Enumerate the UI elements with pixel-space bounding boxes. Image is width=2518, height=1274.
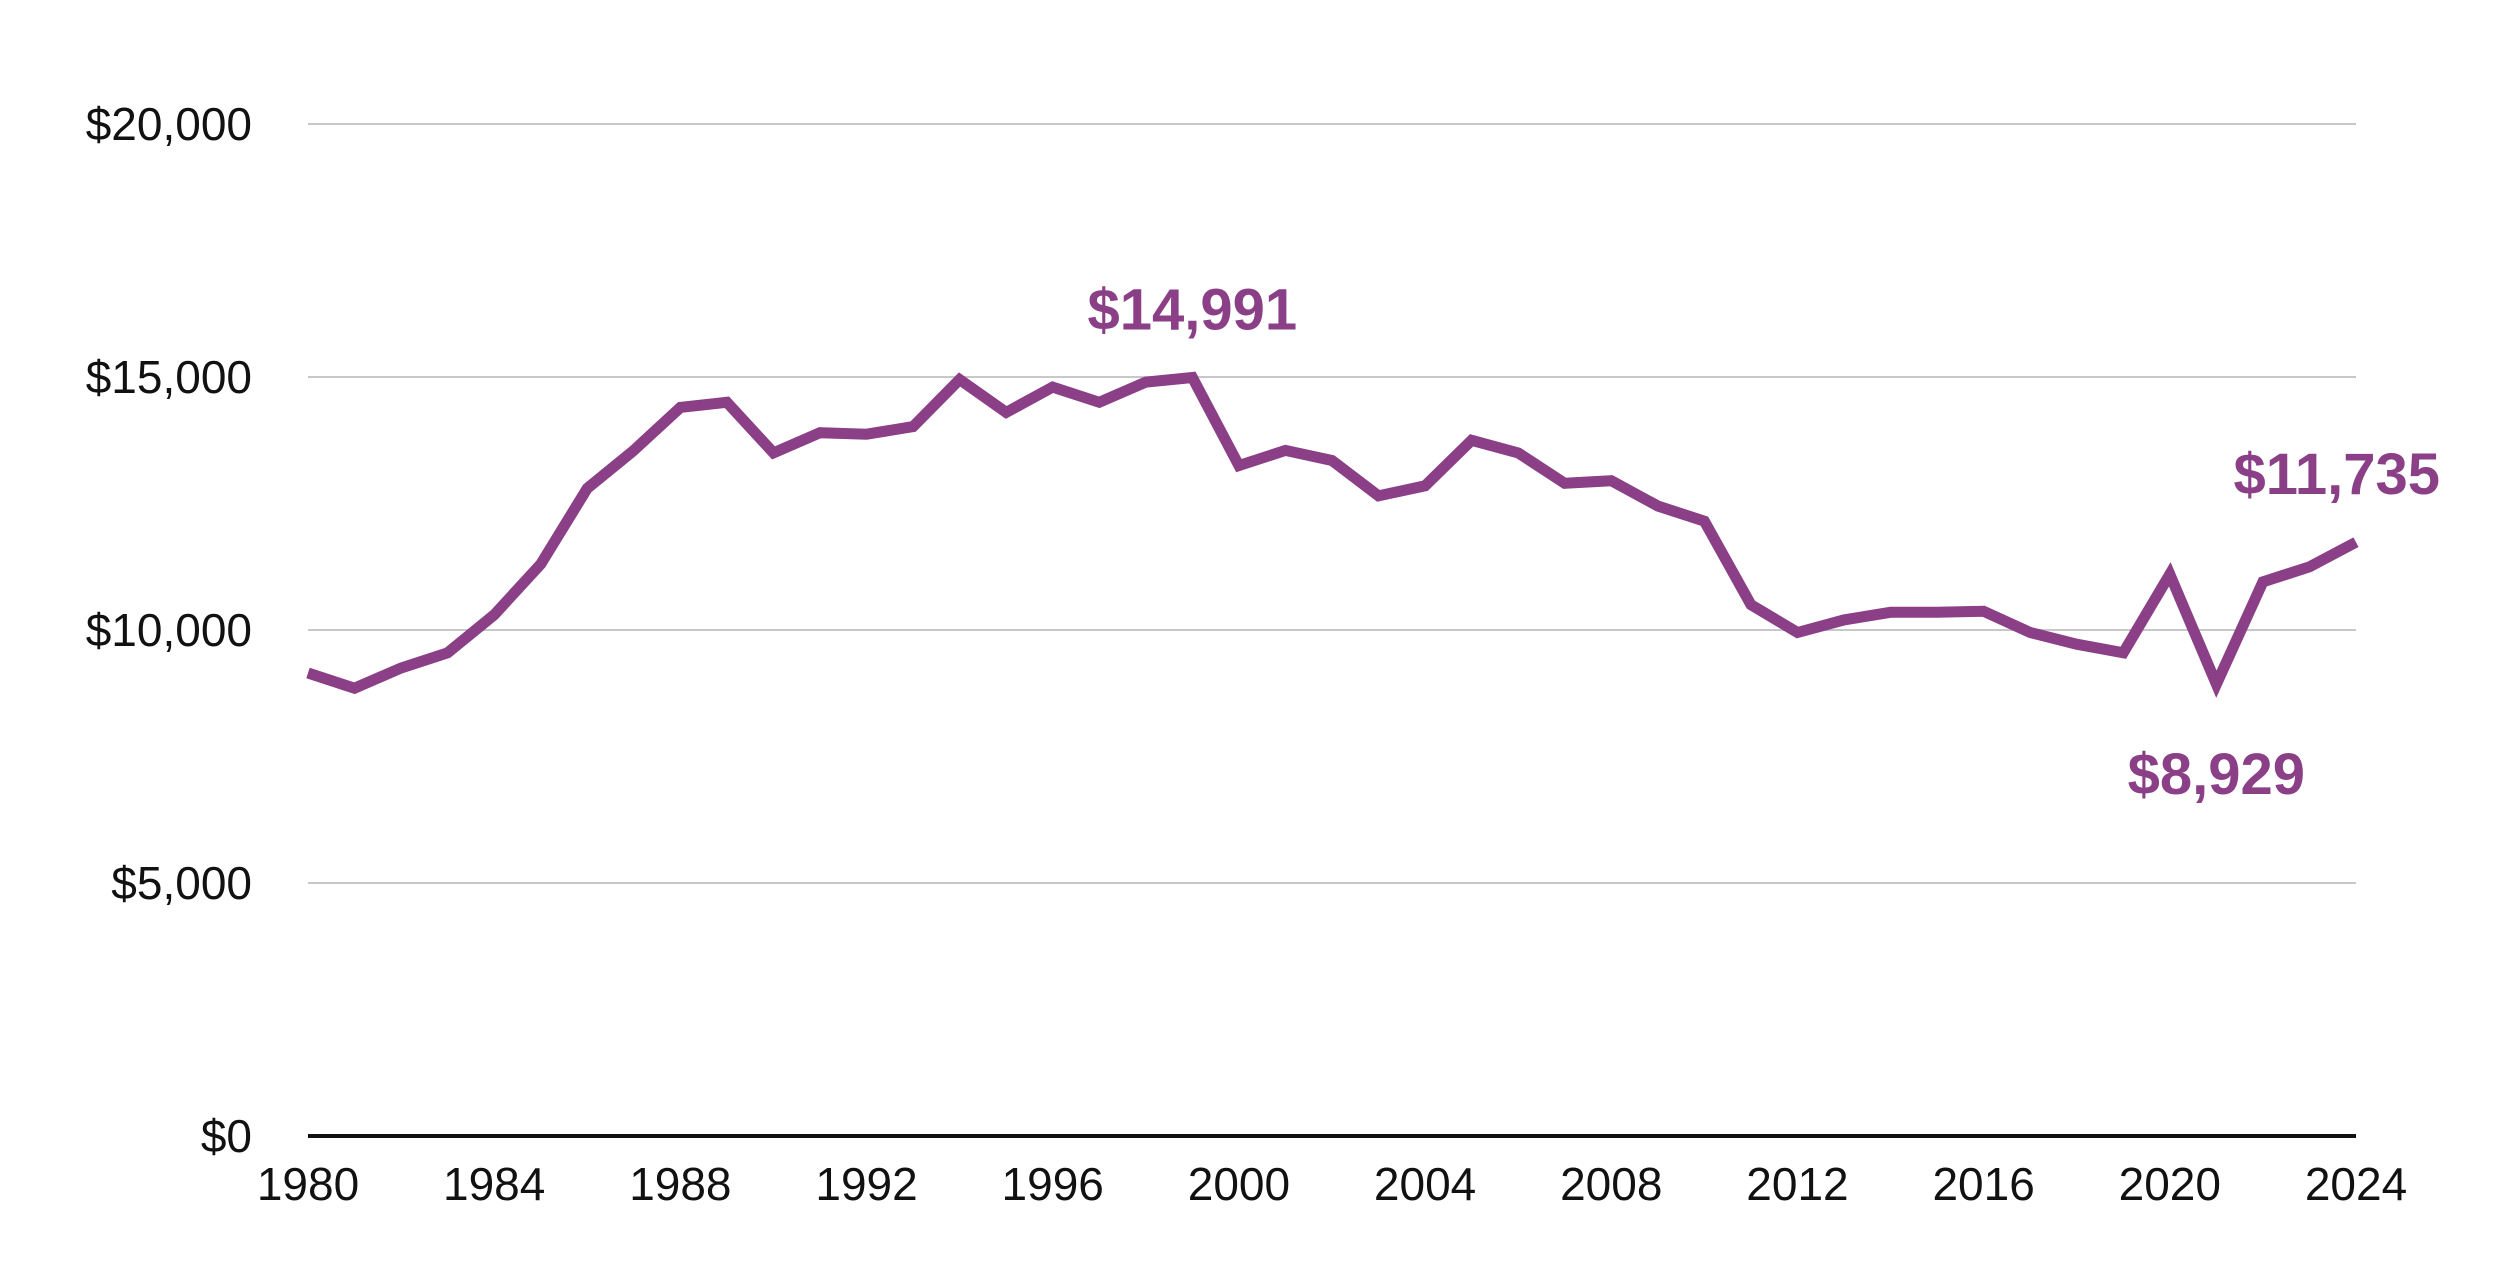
x-tick-label: 2020 bbox=[2119, 1158, 2221, 1210]
x-tick-label: 2008 bbox=[1560, 1158, 1662, 1210]
y-tick-label: $20,000 bbox=[86, 98, 252, 150]
y-axis-tick-labels: $0 $5,000 $10,000 $15,000 $20,000 bbox=[86, 98, 252, 1162]
series-lines bbox=[306, 371, 2359, 698]
data-label: $14,991 bbox=[1088, 277, 1298, 342]
y-tick-label: $10,000 bbox=[86, 604, 252, 656]
gridlines bbox=[308, 123, 2356, 884]
x-tick-label: 2016 bbox=[1932, 1158, 2034, 1210]
x-tick-label: 2004 bbox=[1374, 1158, 1476, 1210]
x-tick-label: 1980 bbox=[257, 1158, 359, 1210]
x-axis-tick-labels: 1980 1984 1988 1992 1996 2000 2004 2008 2012 2016… bbox=[257, 1158, 2407, 1210]
data-annotations: $14,991 $8,929 $11,735 bbox=[1088, 277, 2440, 807]
y-tick-label: $0 bbox=[201, 1110, 252, 1162]
x-tick-label: 2000 bbox=[1188, 1158, 1290, 1210]
x-tick-label: 1988 bbox=[629, 1158, 731, 1210]
y-tick-label: $5,000 bbox=[111, 857, 252, 909]
data-label: $11,735 bbox=[2234, 442, 2440, 507]
y-tick-label: $15,000 bbox=[86, 351, 252, 403]
series-line-0 bbox=[306, 371, 2359, 698]
x-tick-label: 2012 bbox=[1746, 1158, 1848, 1210]
x-tick-label: 1996 bbox=[1002, 1158, 1104, 1210]
data-label: $8,929 bbox=[2128, 742, 2305, 807]
x-tick-label: 1992 bbox=[815, 1158, 917, 1210]
x-tick-label: 1984 bbox=[443, 1158, 545, 1210]
x-tick-label: 2024 bbox=[2305, 1158, 2407, 1210]
